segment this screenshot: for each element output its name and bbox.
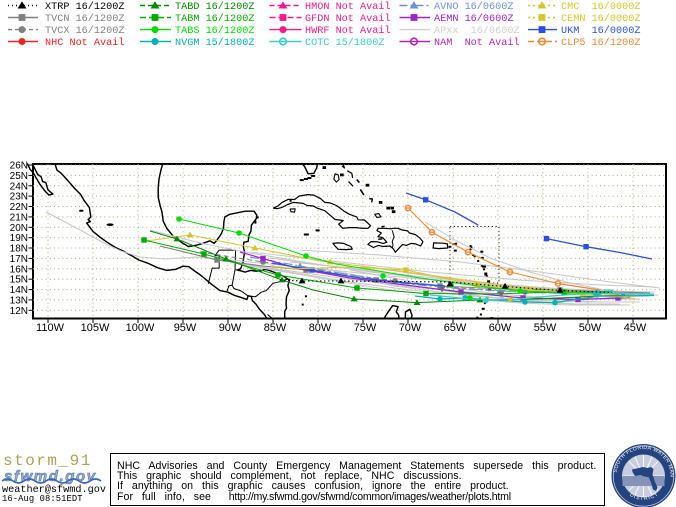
svg-text:75W: 75W [354,322,377,334]
svg-text:60W: 60W [489,322,512,334]
svg-text:45W: 45W [624,322,647,334]
svg-text:COTC 15/1800Z: COTC 15/1800Z [305,37,384,49]
svg-text:50W: 50W [579,322,602,334]
svg-text:65W: 65W [444,322,467,334]
svg-text:CMC 16/0000Z: CMC 16/0000Z [561,1,640,13]
svg-text:90W: 90W [219,322,242,334]
svg-text:XTRP 16/1200Z: XTRP 16/1200Z [45,1,124,13]
svg-text:105W: 105W [81,322,110,334]
svg-text:TABM 16/1200Z: TABM 16/1200Z [175,13,254,25]
svg-text:23N: 23N [10,192,28,203]
svg-text:55W: 55W [534,322,557,334]
svg-text:13N: 13N [10,295,28,306]
svg-text:GFDN Not Avail: GFDN Not Avail [305,13,391,25]
svg-text:95W: 95W [174,322,197,334]
svg-text:18N: 18N [10,244,28,255]
svg-text:HWRF Not Avail: HWRF Not Avail [305,25,391,37]
svg-text:100W: 100W [126,322,155,334]
svg-text:70W: 70W [399,322,422,334]
svg-text:UKM 16/0000Z: UKM 16/0000Z [561,25,640,37]
svg-text:12N: 12N [10,306,28,317]
svg-text:24N: 24N [10,181,28,192]
svg-text:20N: 20N [10,223,28,234]
svg-text:16N: 16N [10,264,28,275]
svg-text:14N: 14N [10,285,28,296]
svg-text:CEMN 16/0000Z: CEMN 16/0000Z [561,13,640,25]
svg-text:NVGM 15/1800Z: NVGM 15/1800Z [175,37,254,49]
svg-text:TABS 16/1200Z: TABS 16/1200Z [175,25,254,37]
svg-text:TVCX 16/1200Z: TVCX 16/1200Z [45,25,124,37]
svg-text:17N: 17N [10,254,28,265]
svg-text:HMON Not Avail: HMON Not Avail [305,1,391,13]
svg-text:26N: 26N [10,161,28,172]
svg-text:TABD 16/1200Z: TABD 16/1200Z [175,1,254,13]
svg-text:80W: 80W [309,322,332,334]
svg-text:19N: 19N [10,233,28,244]
svg-text:AVNO 16/0600Z: AVNO 16/0600Z [434,1,513,13]
svg-text:15N: 15N [10,275,28,286]
svg-text:NAM Not Avail: NAM Not Avail [434,37,520,49]
svg-text:APxx 16/0600Z: APxx 16/0600Z [434,25,520,37]
svg-text:25N: 25N [10,171,28,182]
svg-text:22N: 22N [10,202,28,213]
svg-text:DISTRICT: DISTRICT [628,491,660,502]
svg-text:TVCN 16/1200Z: TVCN 16/1200Z [45,13,124,25]
svg-text:AEMN 16/0600Z: AEMN 16/0600Z [434,13,513,25]
svg-text:NHC Not Avail: NHC Not Avail [45,37,124,49]
svg-text:110W: 110W [36,322,65,334]
svg-text:21N: 21N [10,212,28,223]
svg-text:CLP5 16/1200Z: CLP5 16/1200Z [561,37,640,49]
svg-text:85W: 85W [264,322,287,334]
